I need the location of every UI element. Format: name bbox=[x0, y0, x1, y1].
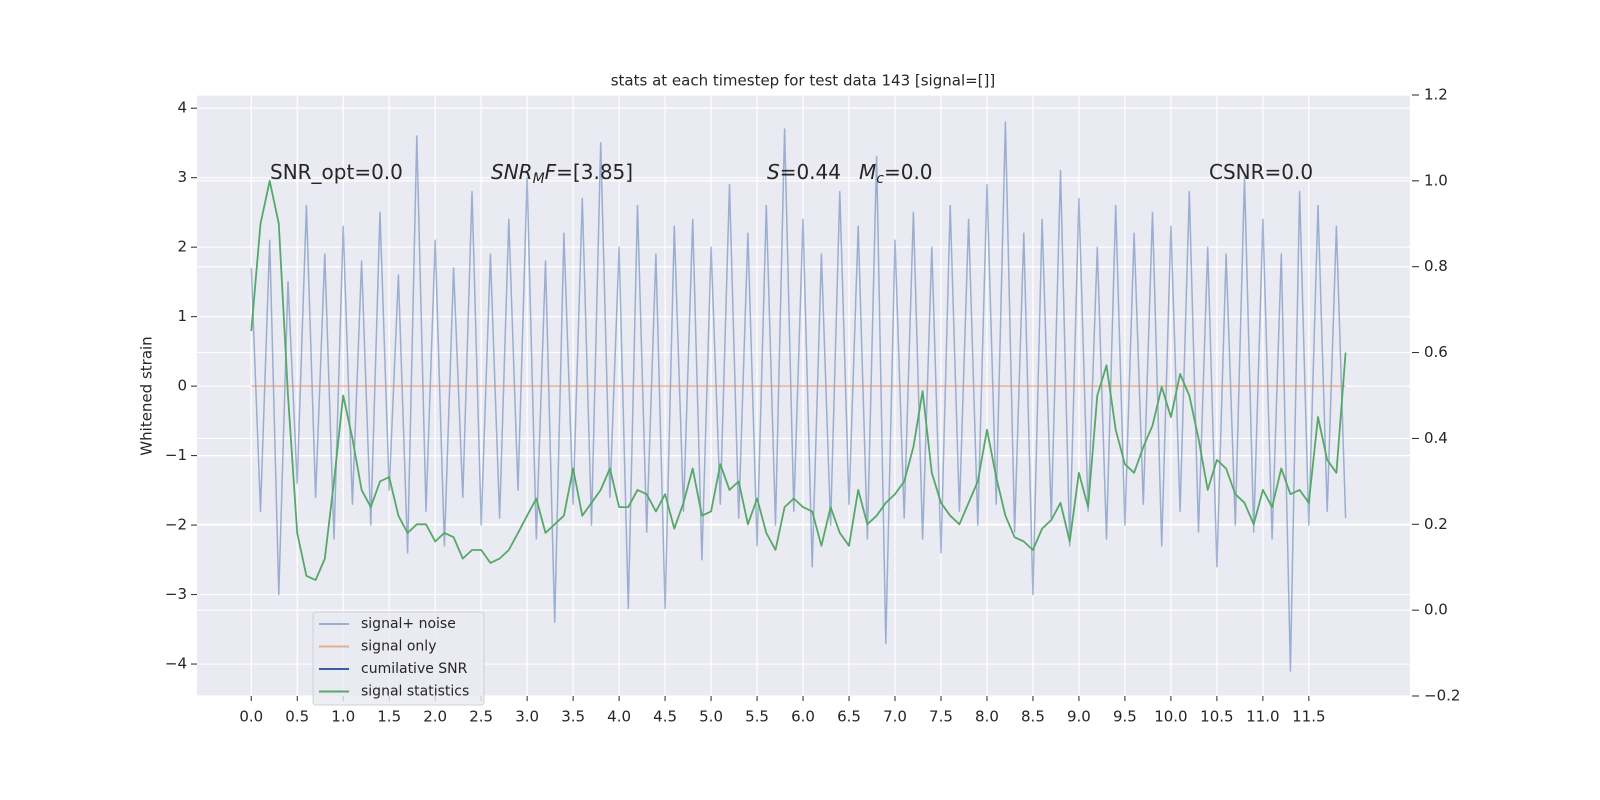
y-tick-label: 2 bbox=[177, 238, 187, 256]
legend-label: signal statistics bbox=[361, 684, 469, 700]
y-tick-label: −3 bbox=[165, 585, 187, 603]
y-tick-label: 0 bbox=[177, 377, 187, 395]
annotation: CSNR=0.0 bbox=[1209, 160, 1313, 184]
x-tick-label: 10.0 bbox=[1154, 708, 1187, 726]
annotation-part: c bbox=[876, 171, 884, 187]
x-tick-label: 7.0 bbox=[883, 708, 907, 726]
annotation-part: M bbox=[533, 171, 545, 187]
y2-tick-label: 0.8 bbox=[1424, 257, 1448, 275]
x-tick-label: 10.5 bbox=[1200, 708, 1233, 726]
legend-label: signal+ noise bbox=[361, 616, 456, 632]
x-tick-label: 11.0 bbox=[1246, 708, 1279, 726]
series-line bbox=[250, 179, 1347, 581]
annotation: S=0.44 bbox=[767, 160, 841, 184]
annotation-part: =[3.85] bbox=[556, 160, 633, 184]
x-tick-label: 3.0 bbox=[515, 708, 539, 726]
x-tick-label: 1.5 bbox=[377, 708, 401, 726]
annotation-part: =0.0 bbox=[884, 160, 933, 184]
x-tick-label: 11.5 bbox=[1292, 708, 1325, 726]
y-tick-label: 1 bbox=[177, 307, 187, 325]
annotation-part: SNR_opt=0.0 bbox=[270, 160, 403, 184]
annotation-part: S bbox=[767, 160, 780, 184]
annotation-part: SNR bbox=[491, 160, 533, 184]
x-tick-label: 9.5 bbox=[1113, 708, 1137, 726]
annotation-part: F bbox=[545, 160, 557, 184]
y-tick-label: −1 bbox=[165, 446, 187, 464]
annotation: SNRMF=[3.85] bbox=[491, 160, 633, 188]
y2-tick-label: 0.6 bbox=[1424, 343, 1448, 361]
y-tick-label: 3 bbox=[177, 168, 187, 186]
y2-tick-label: 0.4 bbox=[1424, 429, 1448, 447]
y2-tick-label: −0.2 bbox=[1424, 687, 1460, 705]
legend-box bbox=[312, 611, 485, 706]
y2-tick-label: 1.2 bbox=[1424, 86, 1448, 104]
legend-label: cumilative SNR bbox=[361, 661, 468, 677]
y-tick-label: 4 bbox=[177, 99, 187, 117]
x-tick-label: 1.0 bbox=[331, 708, 355, 726]
y-tick-label: −2 bbox=[165, 516, 187, 534]
x-tick-label: 0.0 bbox=[239, 708, 263, 726]
annotation-part: =0.44 bbox=[780, 160, 841, 184]
x-tick-label: 2.0 bbox=[423, 708, 447, 726]
x-tick-label: 2.5 bbox=[469, 708, 493, 726]
annotation-part: CSNR=0.0 bbox=[1209, 160, 1313, 184]
y2-tick-label: 0.0 bbox=[1424, 601, 1448, 619]
annotation-part: M bbox=[859, 160, 876, 184]
series-line bbox=[250, 121, 1347, 672]
x-tick-label: 6.5 bbox=[837, 708, 861, 726]
legend-label: signal only bbox=[361, 639, 436, 655]
annotation: Mc=0.0 bbox=[859, 160, 933, 188]
y-tick-label: −4 bbox=[165, 655, 187, 673]
y2-tick-label: 0.2 bbox=[1424, 515, 1448, 533]
x-tick-label: 9.0 bbox=[1067, 708, 1091, 726]
x-tick-label: 7.5 bbox=[929, 708, 953, 726]
chart-title: stats at each timestep for test data 143… bbox=[611, 72, 996, 90]
annotation: SNR_opt=0.0 bbox=[270, 160, 403, 184]
x-tick-label: 6.0 bbox=[791, 708, 815, 726]
x-tick-label: 4.5 bbox=[653, 708, 677, 726]
y2-tick-label: 1.0 bbox=[1424, 171, 1448, 189]
x-tick-label: 4.0 bbox=[607, 708, 631, 726]
x-tick-label: 5.0 bbox=[699, 708, 723, 726]
x-tick-label: 8.5 bbox=[1021, 708, 1045, 726]
x-tick-label: 3.5 bbox=[561, 708, 585, 726]
x-tick-label: 0.5 bbox=[285, 708, 309, 726]
x-tick-label: 5.5 bbox=[745, 708, 769, 726]
y-axis-label: Whitened strain bbox=[138, 336, 156, 455]
x-tick-label: 8.0 bbox=[975, 708, 999, 726]
